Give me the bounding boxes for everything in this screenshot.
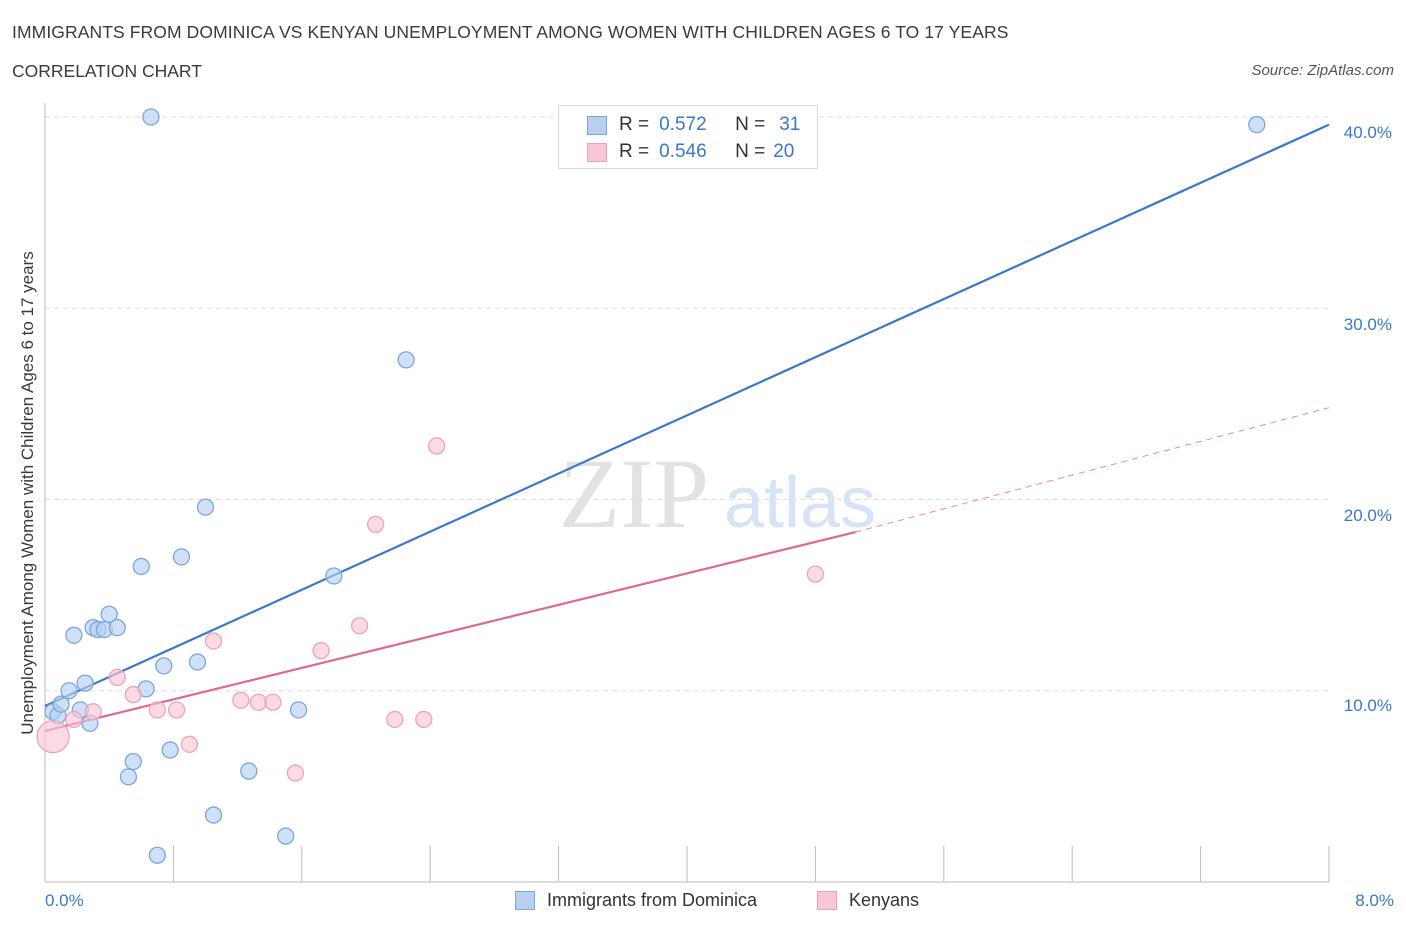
point-dominica [172, 548, 191, 566]
series-name-dominica: Immigrants from Dominica [547, 890, 758, 910]
point-dominica [325, 567, 343, 585]
point-kenyans [264, 693, 282, 711]
n-value-blue: 31 [779, 114, 801, 135]
point-dominica [204, 806, 223, 824]
series-name-kenyans: Kenyans [849, 890, 920, 910]
point-dominica [155, 657, 173, 675]
legend-swatch-blue [587, 115, 607, 135]
point-dominica [132, 557, 150, 576]
point-dominica [1248, 116, 1266, 134]
point-kenyans [180, 735, 199, 753]
y-axis-label: Unemployment Among Women with Children A… [18, 251, 37, 735]
point-kenyans [427, 437, 446, 455]
chart-subtitle: CORRELATION CHART [12, 61, 202, 81]
point-kenyans [204, 632, 223, 650]
chart-title: IMMIGRANTS FROM DOMINICA VS KENYAN UNEMP… [12, 22, 1009, 42]
point-kenyans [249, 693, 268, 711]
source-label: Source: ZipAtlas.com [1251, 62, 1394, 79]
point-kenyans [366, 515, 385, 534]
point-dominica [124, 752, 142, 771]
n-label: N = [735, 114, 766, 135]
trend-lines [44, 123, 1330, 732]
point-kenyans [386, 710, 404, 729]
x-tick-label-max: 8.0% [1355, 891, 1394, 910]
grid [45, 116, 1329, 692]
watermark: ZIP atlas [559, 438, 876, 549]
point-kenyans [415, 710, 433, 729]
legend-row-kenyans: R = 0.546 N = 20 [587, 140, 794, 164]
trend-line-kenyans [44, 530, 856, 732]
point-kenyans [167, 701, 186, 719]
point-kenyans [148, 701, 167, 719]
data-points [36, 108, 1266, 864]
watermark-zip: ZIP [559, 438, 709, 549]
point-kenyans [124, 685, 142, 704]
point-kenyans [84, 703, 102, 721]
point-dominica [142, 108, 160, 126]
point-dominica [161, 741, 179, 759]
y-tick-label-20: 20.0% [1343, 506, 1392, 525]
point-dominica [65, 626, 83, 644]
stats-legend: R = 0.572 N = 31 R = 0.546 N = 20 [558, 105, 818, 169]
legend-swatch-blue [515, 891, 535, 910]
point-kenyans [65, 710, 83, 729]
legend-row-dominica: R = 0.572 N = 31 [587, 113, 800, 137]
point-kenyans [350, 617, 369, 635]
watermark-atlas: atlas [724, 463, 876, 543]
point-dominica [52, 695, 70, 713]
point-kenyans [312, 641, 330, 660]
y-tick-label-40: 40.0% [1343, 123, 1392, 142]
r-label: R = [619, 141, 650, 162]
x-tick-label-min: 0.0% [45, 891, 84, 910]
trend-line-dominica [44, 123, 1330, 708]
point-dominica [277, 827, 295, 845]
point-kenyans [286, 764, 305, 782]
point-dominica [289, 701, 308, 719]
point-dominica [108, 618, 126, 637]
point-dominica [188, 653, 207, 671]
trend-line-kenyans-extrapolated [855, 407, 1330, 533]
y-tick-label-30: 30.0% [1343, 315, 1392, 334]
axes [44, 103, 1330, 883]
n-value-pink: 20 [773, 141, 795, 162]
y-tick-label-10: 10.0% [1343, 696, 1392, 715]
r-value-pink: 0.546 [659, 141, 707, 162]
point-kenyans [108, 668, 126, 687]
point-dominica [100, 605, 118, 623]
r-label: R = [619, 114, 650, 135]
point-kenyans [232, 691, 250, 709]
point-dominica [148, 846, 167, 864]
point-kenyans [806, 565, 825, 583]
point-dominica [240, 762, 258, 780]
n-label: N = [735, 141, 766, 162]
point-dominica [60, 682, 78, 700]
bottom-legend-kenyans: Kenyans [817, 890, 919, 911]
point-dominica [119, 768, 138, 786]
point-kenyans [36, 720, 70, 754]
legend-swatch-pink [587, 142, 607, 162]
point-dominica [397, 351, 415, 369]
r-value-blue: 0.572 [659, 114, 707, 135]
legend-swatch-pink [817, 891, 837, 910]
bottom-legend-dominica: Immigrants from Dominica [515, 890, 757, 911]
point-dominica [76, 674, 94, 692]
point-dominica [196, 498, 215, 516]
